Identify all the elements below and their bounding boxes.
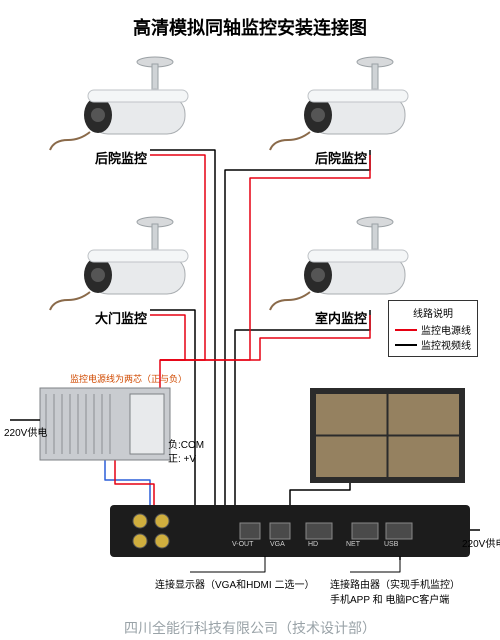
psu-neg-label: 负:COM [168, 436, 204, 451]
dvr-port-label: VGA [270, 541, 285, 548]
legend-swatch [395, 344, 417, 346]
legend-title: 线路说明 [395, 305, 471, 320]
dvr-port-label: HD [308, 541, 318, 548]
psu-supply-label: 220V供电 [4, 424, 47, 439]
note-display: 连接显示器（VGA和HDMI 二选一） [155, 576, 314, 591]
legend-label: 监控视频线 [421, 337, 471, 352]
page-title: 高清模拟同轴监控安装连接图 [0, 14, 500, 40]
dvr-port-label: V-OUT [232, 541, 253, 548]
legend-label: 监控电源线 [421, 322, 471, 337]
camera-label: 后院监控 [315, 148, 367, 167]
diagram-stage: 高清模拟同轴监控安装连接图后院监控后院监控大门监控室内监控线路说明监控电源线监控… [0, 0, 500, 640]
camera-label: 大门监控 [95, 308, 147, 327]
dvr-port-label: USB [384, 541, 398, 548]
dvr-supply-label: 220V供电 [462, 535, 500, 550]
camera-label: 室内监控 [315, 308, 367, 327]
camera-label: 后院监控 [95, 148, 147, 167]
psu-note: 监控电源线为两芯（正与负） [70, 372, 187, 385]
dvr-port-label: NET [346, 541, 360, 548]
legend-row: 监控电源线 [395, 322, 471, 337]
note-router: 连接路由器（实现手机监控） 手机APP 和 电脑PC客户端 [330, 576, 460, 606]
legend-row: 监控视频线 [395, 337, 471, 352]
legend: 线路说明监控电源线监控视频线 [388, 300, 478, 357]
psu-pos-label: 正: +V [168, 450, 196, 465]
footer: 四川全能行科技有限公司（技术设计部） [0, 618, 500, 638]
legend-swatch [395, 329, 417, 331]
